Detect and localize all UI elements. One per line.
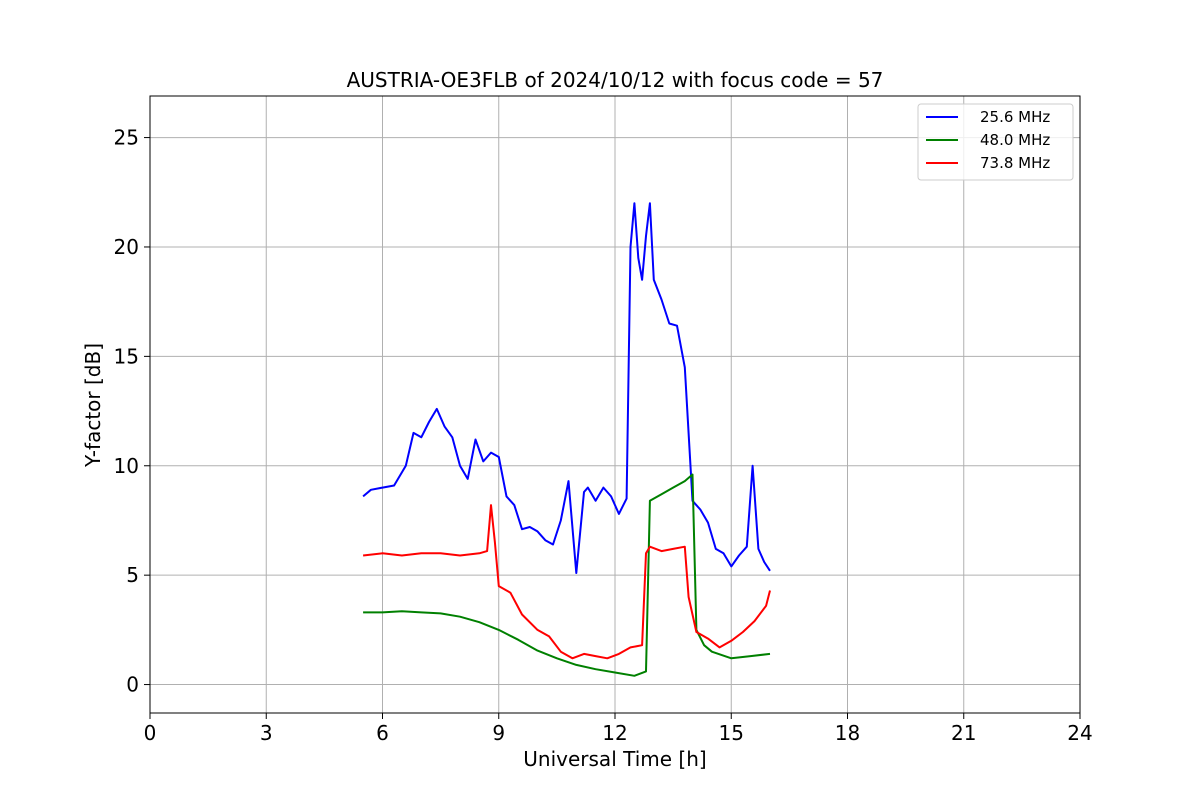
x-tick-label: 9 bbox=[492, 721, 505, 745]
series-line-2 bbox=[362, 504, 771, 660]
x-tick-label: 3 bbox=[260, 721, 273, 745]
x-tick-label: 18 bbox=[835, 721, 860, 745]
y-tick-label: 25 bbox=[114, 126, 139, 150]
x-tick-label: 24 bbox=[1067, 721, 1092, 745]
legend-label-2: 73.8 MHz bbox=[980, 154, 1050, 172]
legend-label-0: 25.6 MHz bbox=[980, 108, 1050, 126]
y-tick-label: 15 bbox=[114, 344, 139, 368]
x-ticks: 0 3 6 9 12 15 18 21 24 bbox=[144, 713, 1093, 745]
x-tick-label: 15 bbox=[719, 721, 744, 745]
x-tick-label: 6 bbox=[376, 721, 389, 745]
chart-title: AUSTRIA-OE3FLB of 2024/10/12 with focus … bbox=[347, 68, 884, 92]
x-tick-label: 12 bbox=[602, 721, 627, 745]
legend: 25.6 MHz 48.0 MHz 73.8 MHz bbox=[917, 103, 1074, 181]
x-axis-label: Universal Time [h] bbox=[523, 747, 706, 771]
x-tick-label: 21 bbox=[951, 721, 976, 745]
y-tick-label: 20 bbox=[114, 235, 139, 259]
y-tick-label: 5 bbox=[126, 563, 139, 587]
series-line-1 bbox=[363, 473, 771, 677]
x-tick-label: 0 bbox=[144, 721, 157, 745]
series-line-0 bbox=[362, 202, 771, 574]
y-tick-label: 0 bbox=[126, 673, 139, 697]
y-axis-label: Y-factor [dB] bbox=[81, 343, 105, 468]
y-tick-label: 10 bbox=[114, 454, 139, 478]
legend-label-1: 48.0 MHz bbox=[980, 131, 1050, 149]
legend-box bbox=[917, 103, 1074, 181]
y-ticks: 0 5 10 15 20 25 bbox=[114, 126, 150, 697]
series-layer bbox=[362, 202, 771, 677]
